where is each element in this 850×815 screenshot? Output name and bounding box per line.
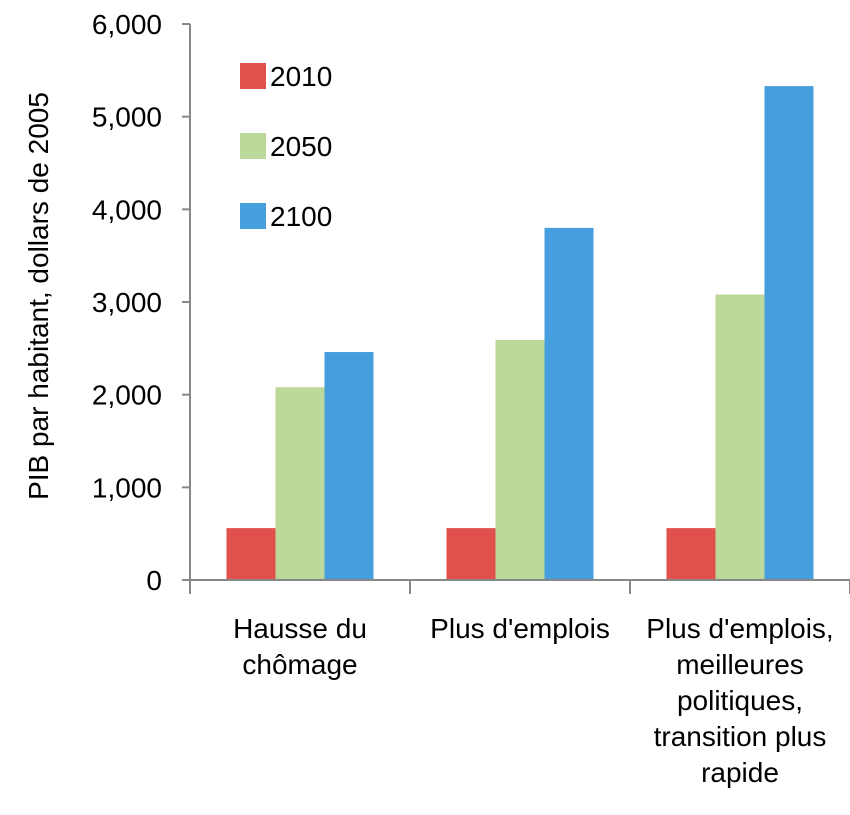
x-category-label: Hausse du chômage [233, 613, 367, 680]
bar-2050 [495, 339, 545, 580]
legend-label: 2100 [270, 201, 332, 232]
legend-swatch-2050 [240, 133, 266, 159]
x-axis: Hausse du chômage Plus d'emplois Plus d'emp… [189, 579, 850, 788]
bar-2050 [275, 387, 325, 580]
x-category-label: Plus d'emplois [430, 613, 610, 644]
bar-2010 [446, 528, 496, 580]
y-tick-label: 5,000 [92, 102, 162, 133]
legend-swatch-2010 [240, 63, 266, 89]
x-category-label: Plus d'emplois, meilleures politiques, tran… [646, 613, 833, 788]
y-tick-label: 1,000 [92, 472, 162, 503]
legend-label: 2010 [270, 61, 332, 92]
y-tick-label: 6,000 [92, 9, 162, 40]
y-axis-title: PIB par habitant, dollars de 2005 [23, 92, 54, 500]
y-axis: 0 1,000 2,000 3,000 4,000 5,000 6,000 [92, 9, 191, 596]
bars [226, 86, 814, 580]
bar-2100 [764, 86, 814, 580]
y-tick-label: 2,000 [92, 380, 162, 411]
bar-2100 [544, 227, 594, 580]
y-tick-label: 4,000 [92, 194, 162, 225]
bar-2100 [324, 352, 374, 580]
y-tick-label: 3,000 [92, 287, 162, 318]
bar-2010 [226, 528, 276, 580]
y-tick-label: 0 [146, 565, 162, 596]
bar-2010 [666, 528, 716, 580]
bar-2050 [715, 294, 765, 580]
legend-label: 2050 [270, 131, 332, 162]
legend-swatch-2100 [240, 203, 266, 229]
legend: 2010 2050 2100 [240, 61, 332, 232]
